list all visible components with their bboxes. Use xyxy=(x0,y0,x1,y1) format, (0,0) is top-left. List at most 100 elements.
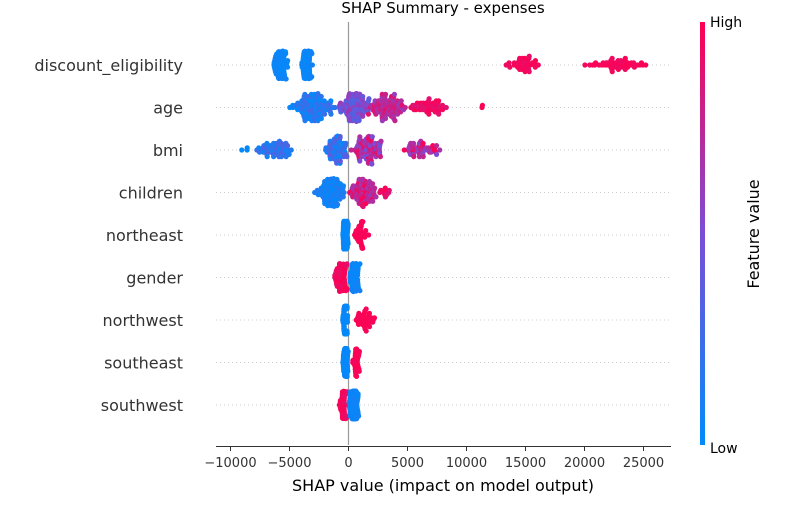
shap-point-bmi xyxy=(239,147,245,153)
shap-point-children xyxy=(372,185,378,191)
x-tick-label: −5000 xyxy=(268,456,312,471)
shap-point-children xyxy=(386,187,392,193)
shap-point-northwest xyxy=(344,330,350,336)
shap-point-discount_eligibility xyxy=(284,64,291,70)
x-tick-label: 0 xyxy=(344,456,352,471)
colorbar-title: Feature value xyxy=(744,179,763,288)
shap-point-bmi xyxy=(420,140,426,146)
shap-point-age xyxy=(328,111,334,117)
shap-point-children xyxy=(341,189,347,196)
shap-point-discount_eligibility xyxy=(582,62,588,68)
shap-point-discount_eligibility xyxy=(526,69,532,75)
shap-point-northwest xyxy=(344,313,351,319)
shap-point-bmi xyxy=(348,147,354,153)
shap-point-bmi xyxy=(357,134,363,140)
shap-point-bmi xyxy=(411,154,417,160)
feature-label-northwest: northwest xyxy=(103,311,183,330)
shap-point-southeast xyxy=(344,373,350,380)
feature-label-gender: gender xyxy=(126,269,183,288)
x-tick-label: 10000 xyxy=(446,456,487,471)
shap-point-bmi xyxy=(377,154,384,160)
shap-point-age xyxy=(392,118,398,124)
shap-point-children xyxy=(370,198,376,204)
shap-point-age xyxy=(426,111,432,117)
shap-point-discount_eligibility xyxy=(285,58,291,64)
shap-point-northeast xyxy=(345,221,351,227)
shap-point-discount_eligibility xyxy=(309,74,315,80)
shap-point-discount_eligibility xyxy=(283,51,289,57)
feature-label-age: age xyxy=(153,99,183,118)
shap-point-northeast xyxy=(360,219,366,225)
shap-point-southwest xyxy=(356,413,362,419)
shap-point-gender xyxy=(357,288,363,294)
x-tick-label: 5000 xyxy=(391,456,424,471)
colorbar xyxy=(700,22,705,445)
feature-label-children: children xyxy=(119,184,183,203)
shap-point-discount_eligibility xyxy=(507,64,513,70)
x-tick-label: −10000 xyxy=(204,456,256,471)
shap-point-children xyxy=(369,181,376,187)
feature-label-bmi: bmi xyxy=(153,141,183,160)
shap-point-discount_eligibility xyxy=(309,62,315,68)
shap-point-southeast xyxy=(354,373,360,379)
shap-point-bmi xyxy=(284,143,291,149)
shap-point-discount_eligibility xyxy=(643,62,649,68)
grid-lines xyxy=(216,64,671,406)
shap-point-age xyxy=(443,104,449,111)
shap-point-children xyxy=(340,194,346,200)
shap-point-bmi xyxy=(378,138,384,144)
shap-point-northeast xyxy=(362,234,368,240)
beeswarm-points xyxy=(239,48,649,422)
shap-point-southeast xyxy=(356,348,362,355)
shap-point-northwest xyxy=(366,324,373,330)
x-tick-label: 25000 xyxy=(623,456,664,471)
shap-point-northeast xyxy=(345,241,351,247)
shap-point-gender xyxy=(344,287,350,293)
shap-point-bmi xyxy=(286,151,292,157)
shap-point-bmi xyxy=(264,154,270,160)
shap-point-discount_eligibility xyxy=(506,60,512,66)
shap-point-northeast xyxy=(360,245,366,251)
shap-point-age xyxy=(391,91,398,97)
shap-point-bmi xyxy=(343,140,349,146)
shap-point-discount_eligibility xyxy=(535,62,541,68)
shap-point-age xyxy=(382,115,389,122)
shap-point-southeast xyxy=(345,368,351,374)
shap-point-northwest xyxy=(344,319,351,325)
shap-point-discount_eligibility xyxy=(532,58,539,64)
shap-point-age xyxy=(318,115,324,122)
shap-point-bmi xyxy=(433,151,440,157)
shap-point-northwest xyxy=(363,328,369,334)
shap-point-northeast xyxy=(366,232,372,238)
shap-point-age xyxy=(332,104,338,111)
shap-point-bmi xyxy=(357,158,363,164)
shap-point-northwest xyxy=(366,310,373,316)
shap-point-discount_eligibility xyxy=(609,69,615,75)
shap-point-age xyxy=(426,96,432,102)
x-axis-ticks: −10000 −5000 0 5000 10000 15000 20000 25000 xyxy=(204,446,664,471)
colorbar-high-label: High xyxy=(710,15,742,31)
shap-point-northwest xyxy=(371,315,378,321)
shap-point-southwest xyxy=(355,391,361,397)
shap-point-age xyxy=(360,113,366,119)
shap-point-age xyxy=(321,111,328,117)
shap-point-northwest xyxy=(363,306,369,312)
shap-point-age xyxy=(479,102,486,108)
shap-point-bmi xyxy=(244,145,250,151)
shap-point-age xyxy=(398,98,404,104)
shap-point-bmi xyxy=(344,154,350,160)
shap-point-age xyxy=(366,96,372,102)
shap-point-discount_eligibility xyxy=(622,55,628,62)
shap-point-discount_eligibility xyxy=(631,60,637,66)
shap-point-age xyxy=(436,111,442,117)
shap-point-southeast xyxy=(356,368,362,374)
shap-point-northwest xyxy=(344,304,350,310)
shap-point-age xyxy=(302,91,308,97)
shap-point-children xyxy=(373,194,379,200)
shap-point-children xyxy=(334,201,341,208)
shap-point-age xyxy=(356,117,362,123)
shap-point-bmi xyxy=(337,133,343,140)
shap-point-bmi xyxy=(420,154,426,160)
